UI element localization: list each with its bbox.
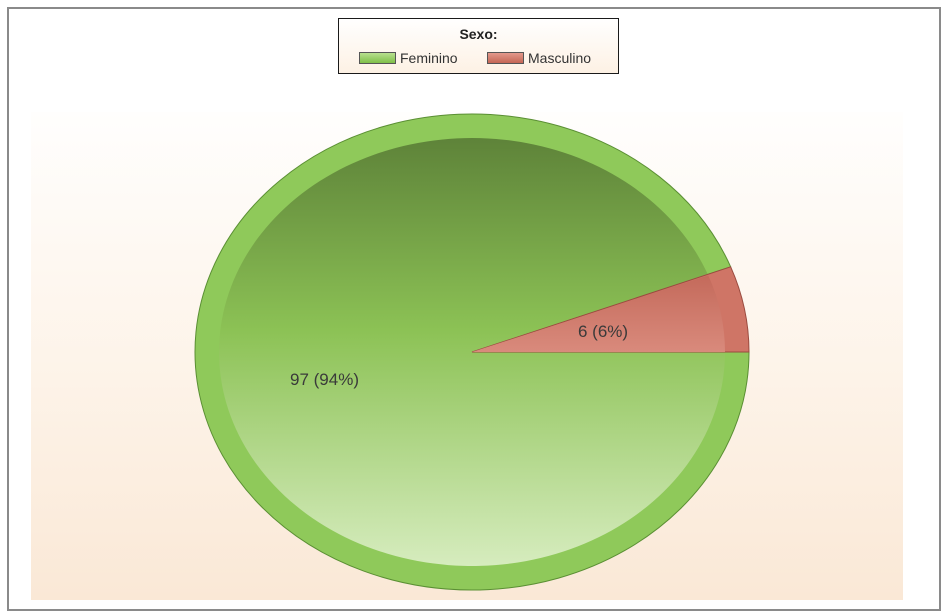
legend-swatch-feminino (359, 52, 396, 64)
legend-label-masculino: Masculino (528, 50, 592, 66)
slice-masculino (472, 275, 725, 352)
legend-title: Sexo: (459, 26, 498, 42)
legend-label-feminino: Feminino (400, 50, 458, 66)
legend-swatch-masculino (487, 52, 524, 64)
pie-labels: 97 (94%) 6 (6%) (290, 322, 628, 389)
slice-label-feminino: 97 (94%) (290, 370, 359, 389)
legend: Sexo: Feminino Masculino (338, 18, 619, 74)
legend-item-feminino: Feminino (359, 50, 458, 66)
legend-item-masculino: Masculino (487, 50, 591, 66)
slice-label-masculino: 6 (6%) (578, 322, 628, 341)
pie-slices (194, 113, 750, 591)
